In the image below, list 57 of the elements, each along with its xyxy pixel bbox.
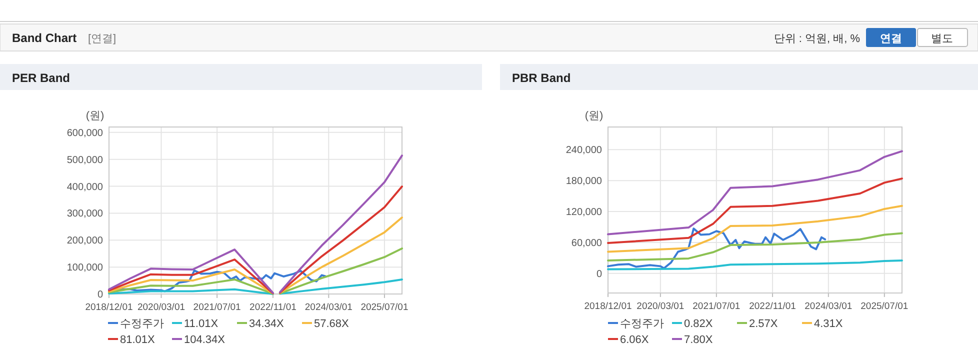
legend-label: 57.68X	[314, 318, 350, 330]
text: Band Chart	[12, 31, 77, 45]
legend-label: 수정주가	[120, 318, 164, 330]
x-tick-label: 2022/11/01	[250, 302, 296, 313]
text: [연결]	[88, 33, 116, 45]
y-tick-label: 300,000	[66, 208, 104, 220]
y-tick-label: 240,000	[566, 145, 602, 156]
x-tick-label: 2021/07/01	[193, 302, 241, 313]
x-tick-label: 2021/07/01	[692, 301, 740, 312]
legend-label: 수정주가	[620, 318, 664, 330]
x-tick-label: 2024/03/01	[804, 301, 852, 312]
x-tick-label: 2018/12/01	[584, 301, 632, 312]
x-tick-label: 2020/03/01	[636, 301, 684, 312]
y-tick-label: 200,000	[66, 236, 104, 247]
legend-label: 34.34X	[249, 318, 285, 330]
legend-item: 4.31X	[802, 318, 843, 330]
y-tick-label: 0	[97, 290, 104, 300]
legend-item: 81.01X	[108, 334, 155, 346]
legend-label: 7.80X	[684, 334, 714, 346]
x-tick-label: 2024/03/01	[304, 302, 352, 313]
legend-label: 2.57X	[749, 318, 778, 330]
y-tick-label: 500,000	[66, 154, 104, 166]
legend-item: 34.34X	[237, 318, 284, 330]
legend-item: 7.80X	[672, 334, 713, 346]
chart-title: PER Band	[12, 71, 70, 85]
text: 연결	[880, 33, 902, 45]
x-tick-label: 2020/03/01	[137, 302, 186, 313]
legend-label: 81.01X	[120, 334, 156, 346]
legend-item: 6.06X	[608, 334, 649, 346]
y-tick-label: 100,000	[66, 262, 104, 274]
x-tick-label: 2025/07/01	[860, 301, 908, 312]
legend-label: 11.01X	[184, 318, 219, 330]
legend-item: 수정주가	[608, 318, 664, 330]
text: 단위 : 억원, 배, %	[774, 33, 860, 45]
y-axis-title: (원)	[584, 110, 604, 122]
legend-label: 104.34X	[184, 334, 226, 346]
text: 별도	[931, 33, 953, 45]
legend-item: 수정주가	[108, 318, 164, 330]
legend-item: 104.34X	[172, 334, 225, 346]
legend-label: 0.82X	[684, 318, 714, 330]
x-tick-label: 2022/11/01	[749, 301, 796, 312]
legend-item: 2.57X	[737, 318, 778, 330]
chart-title: PBR Band	[512, 71, 571, 85]
x-tick-label: 2018/12/01	[85, 302, 133, 313]
legend-label: 4.31X	[814, 318, 844, 330]
legend-item: 57.68X	[302, 318, 349, 330]
x-tick-label: 2025/07/01	[360, 302, 408, 313]
legend-item: 11.01X	[172, 318, 218, 330]
legend-item: 0.82X	[672, 318, 713, 330]
y-tick-label: 120,000	[566, 207, 602, 218]
y-tick-label: 0	[596, 268, 602, 280]
y-axis-title: (원)	[86, 110, 104, 122]
y-tick-label: 60,000	[571, 238, 602, 249]
y-tick-label: 400,000	[66, 182, 104, 193]
legend-label: 6.06X	[620, 334, 650, 346]
y-tick-label: 180,000	[566, 176, 602, 188]
y-tick-label: 600,000	[66, 128, 104, 139]
